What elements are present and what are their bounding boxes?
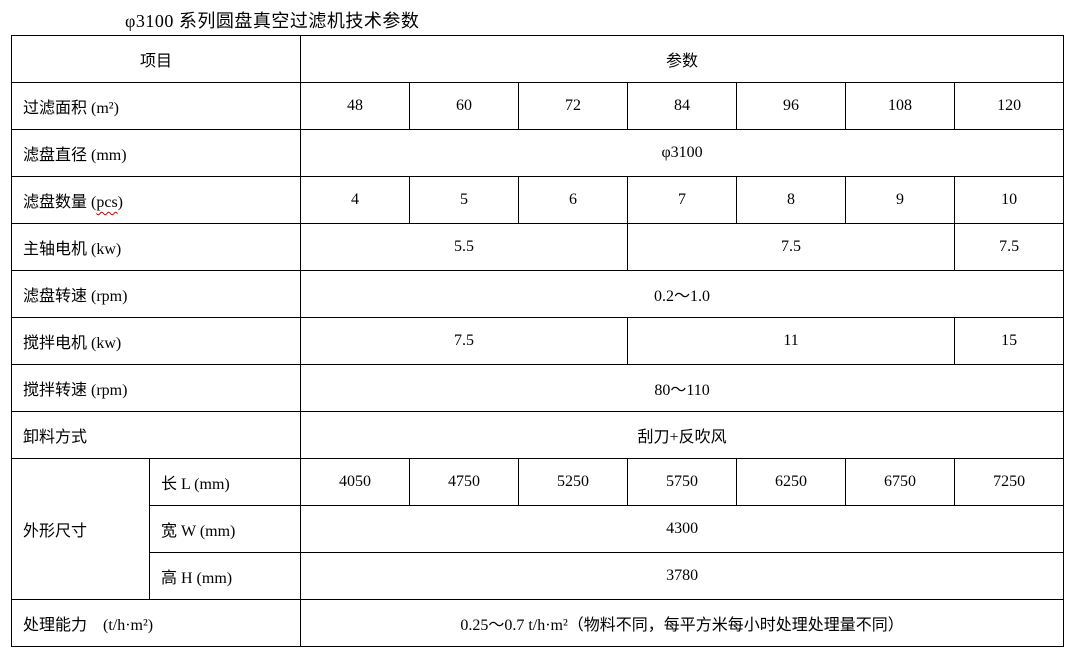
row-capacity: 处理能力 (t/h·m²) 0.25～0.7 t/h·m²（物料不同，每平方米每… [10,599,1065,647]
row-main-motor: 主轴电机 (kw) 5.5 7.5 7.5 [10,223,1065,271]
value-cell: 7 [627,176,738,224]
row-disc-speed: 滤盘转速 (rpm) 0.2～1.0 [10,270,1065,318]
value-cell: 120 [954,82,1065,130]
value-cell: 7.5 [627,223,956,271]
value-cell: 3780 [300,552,1065,600]
value-cell: 10 [954,176,1065,224]
header-row: 项目 参数 [10,35,1065,83]
value-cell: 5.5 [300,223,629,271]
value-cell: 5250 [518,458,629,506]
value-cell: 7.5 [300,317,629,365]
row-disc-diameter: 滤盘直径 (mm) φ3100 [10,129,1065,177]
row-discharge-method: 卸料方式 刮刀+反吹风 [10,411,1065,459]
row-label-capacity: 处理能力 (t/h·m²) [10,599,302,647]
row-filter-area: 过滤面积 (m²) 48 60 72 84 96 108 120 [10,82,1065,130]
value-cell: 60 [409,82,520,130]
value-cell: 96 [736,82,847,130]
row-dimensions-width: 宽 W (mm) 4300 [12,505,1065,553]
value-cell: φ3100 [300,129,1065,177]
row-label-main-motor: 主轴电机 (kw) [10,223,302,271]
value-cell: 108 [845,82,956,130]
value-cell: 7250 [954,458,1065,506]
row-label-discharge-method: 卸料方式 [10,411,302,459]
row-label-agitator-motor: 搅拌电机 (kw) [10,317,302,365]
disc-count-label-suffix: ) [117,194,123,211]
row-disc-count: 滤盘数量 (pcs) 4 5 6 7 8 9 10 [10,176,1065,224]
value-cell: 84 [627,82,738,130]
row-label-disc-diameter: 滤盘直径 (mm) [10,129,302,177]
value-cell: 4 [300,176,411,224]
value-cell: 0.2～1.0 [300,270,1065,318]
value-cell: 15 [954,317,1065,365]
row-dimensions-length: 外形尺寸 长 L (mm) 4050 4750 5250 5750 6250 6… [11,458,1065,600]
row-label-width: 宽 W (mm) [148,505,302,553]
value-cell: 7.5 [954,223,1065,271]
document-page: φ3100 系列圆盘真空过滤机技术参数 项目 参数 过滤面积 (m²) 48 6… [0,8,1073,669]
disc-count-label-word-spellcheck: pcs [96,194,118,211]
spec-table: 项目 参数 过滤面积 (m²) 48 60 72 84 96 108 120 滤… [10,35,1065,647]
row-label-filter-area: 过滤面积 (m²) [10,82,302,130]
value-cell: 8 [736,176,847,224]
value-cell: 0.25～0.7 t/h·m²（物料不同，每平方米每小时处理处理量不同） [300,599,1065,647]
value-cell: 48 [300,82,411,130]
value-cell: 4050 [300,458,411,506]
header-item-cell: 项目 [10,35,302,83]
value-cell: 4750 [409,458,520,506]
row-label-disc-count: 滤盘数量 (pcs) [10,176,302,224]
header-param-cell: 参数 [300,35,1065,83]
row-label-length: 长 L (mm) [148,458,302,506]
value-cell: 80～110 [300,364,1065,412]
value-cell: 6750 [845,458,956,506]
value-cell: 刮刀+反吹风 [300,411,1065,459]
value-cell: 6250 [736,458,847,506]
row-agitator-speed: 搅拌转速 (rpm) 80～110 [10,364,1065,412]
value-cell: 5 [409,176,520,224]
value-cell: 11 [627,317,956,365]
row-label-disc-speed: 滤盘转速 (rpm) [10,270,302,318]
row-label-height: 高 H (mm) [148,552,302,600]
value-cell: 9 [845,176,956,224]
row-agitator-motor: 搅拌电机 (kw) 7.5 11 15 [10,317,1065,365]
value-cell: 6 [518,176,629,224]
value-cell: 5750 [627,458,738,506]
table-title: φ3100 系列圆盘真空过滤机技术参数 [125,11,420,31]
row-label-agitator-speed: 搅拌转速 (rpm) [10,364,302,412]
value-cell: 72 [518,82,629,130]
row-label-dimensions: 外形尺寸 [11,458,150,600]
disc-count-label-prefix: 滤盘数量 ( [23,194,97,211]
value-cell: 4300 [300,505,1065,553]
row-dimensions-height: 高 H (mm) 3780 [12,552,1065,600]
